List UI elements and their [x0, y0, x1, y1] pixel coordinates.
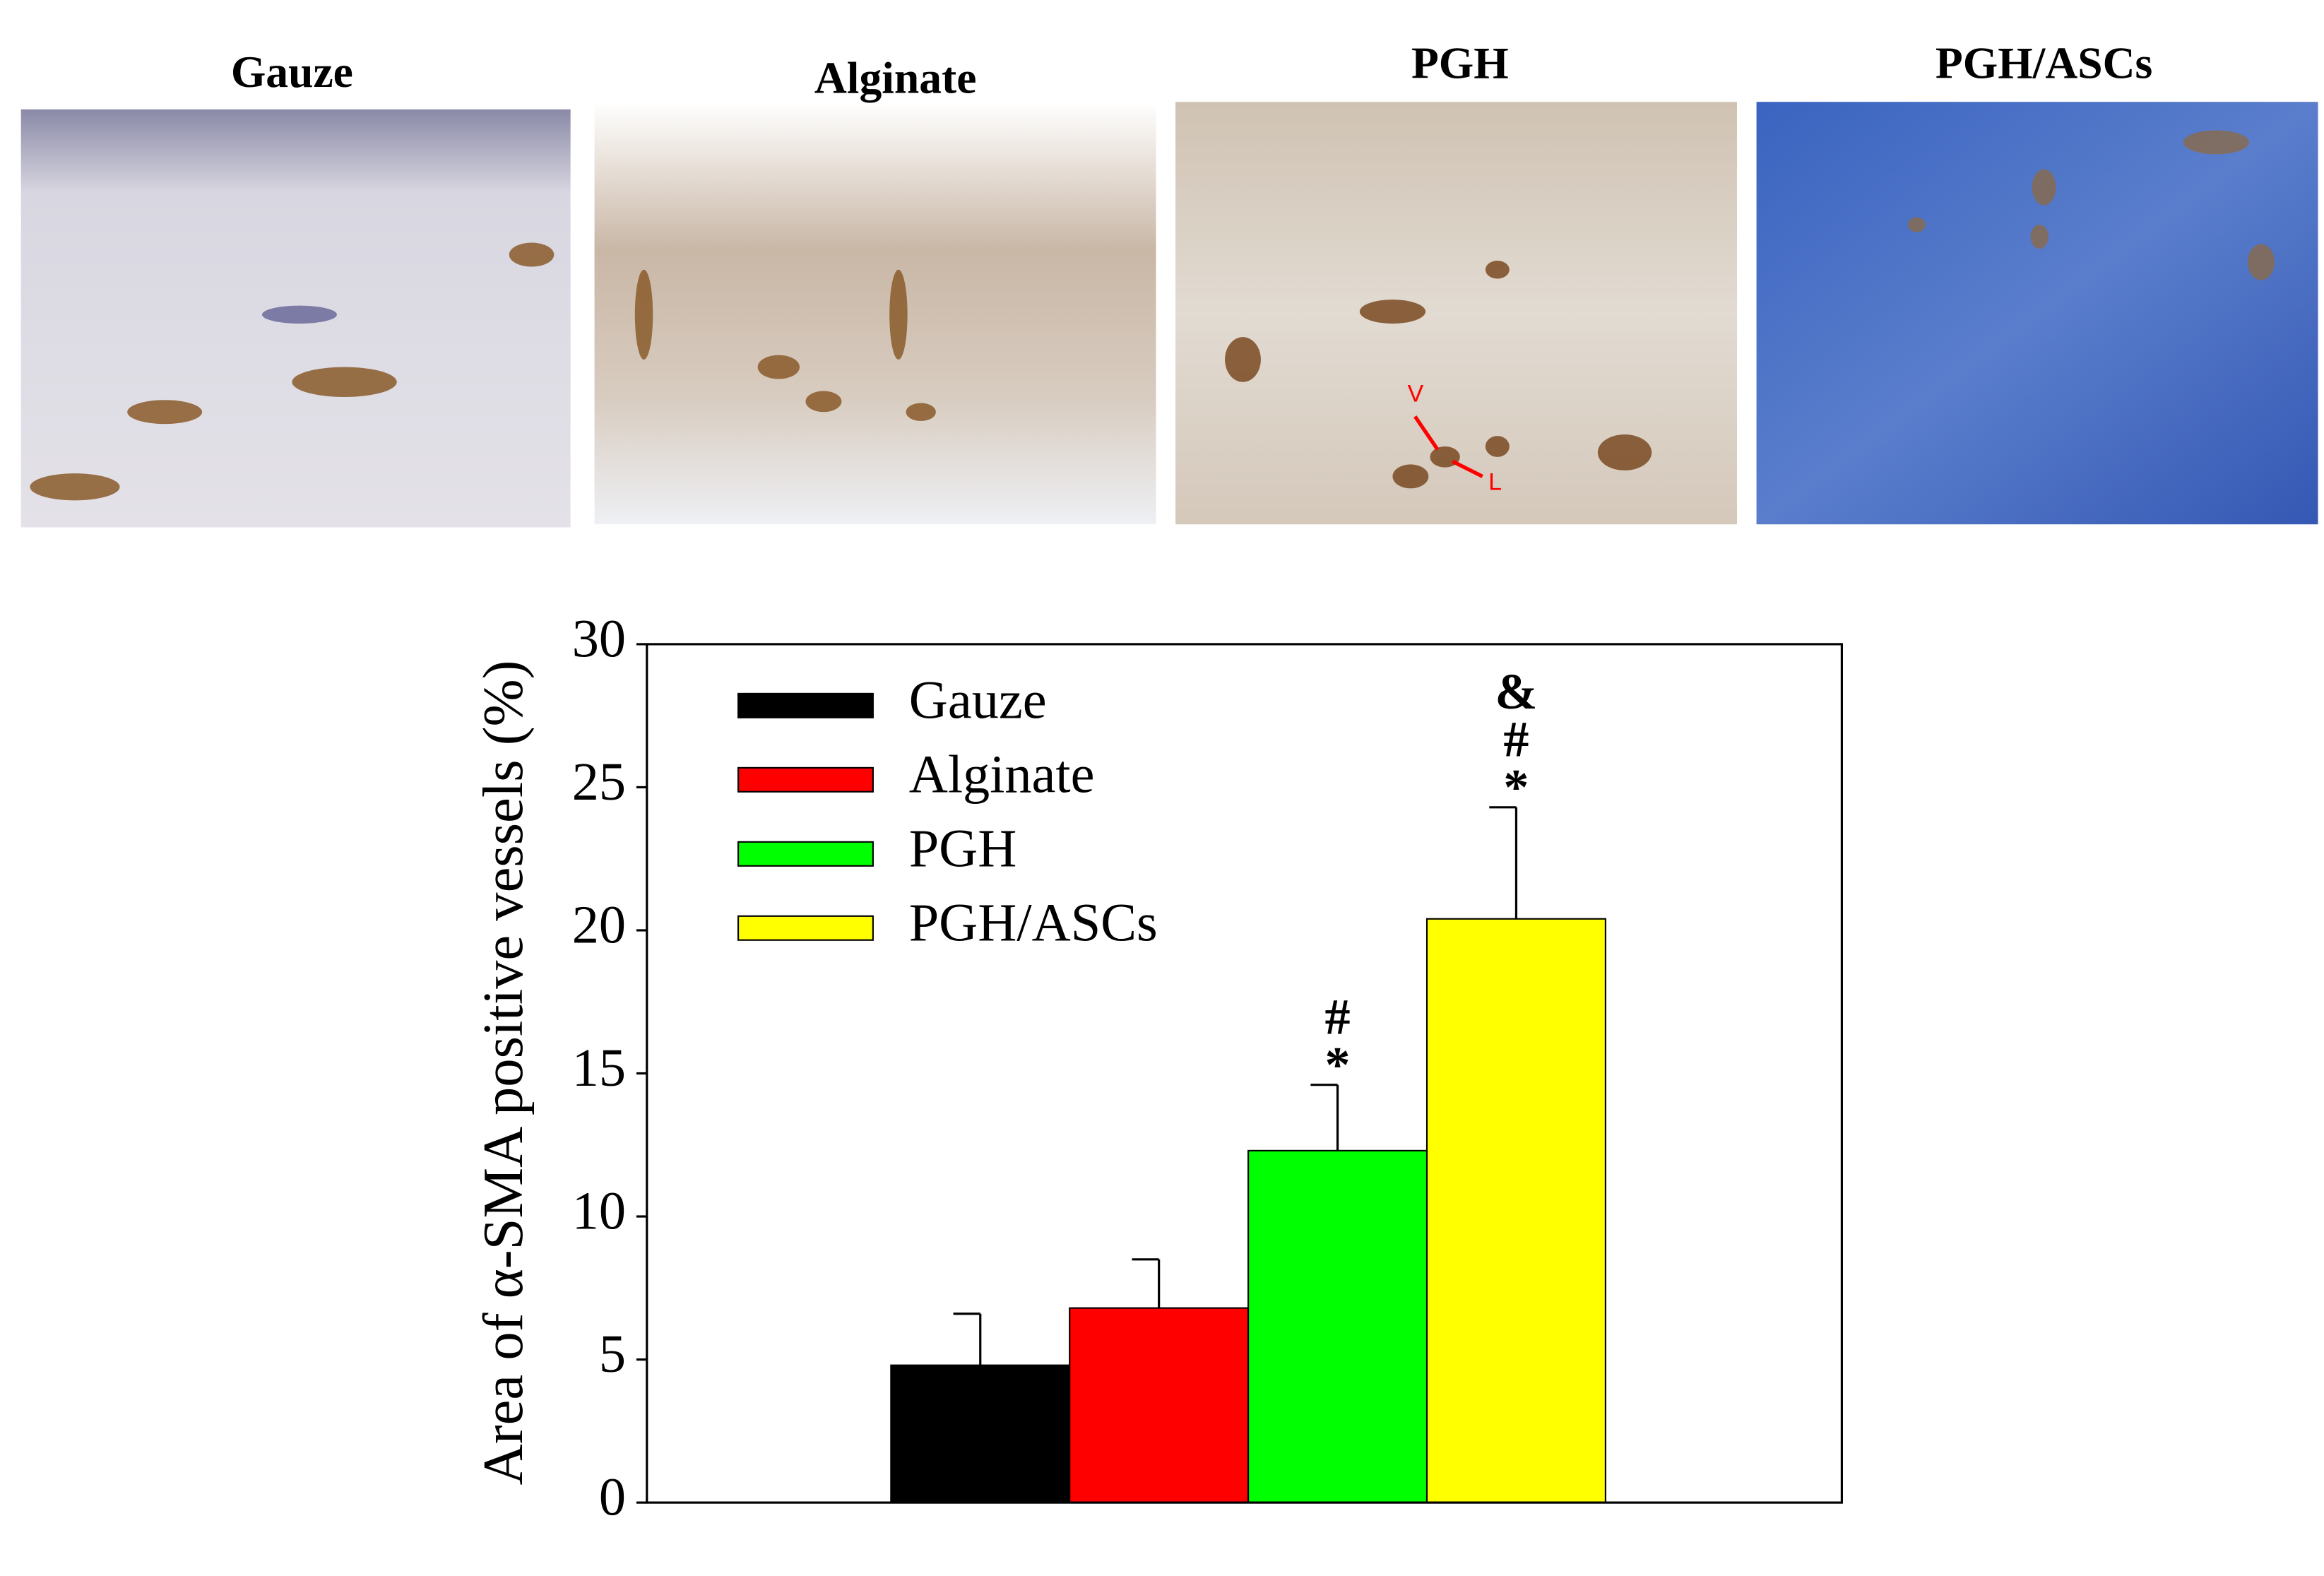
- significance-mark: *: [1503, 759, 1529, 816]
- legend-swatch: [737, 915, 874, 941]
- legend-label: PGH: [909, 818, 1017, 878]
- vessels: [1907, 130, 2275, 280]
- arrow: [1452, 459, 1483, 478]
- vessels: [1225, 261, 1652, 489]
- panel-label: V: [1408, 380, 1424, 407]
- legend-swatch: [737, 692, 874, 718]
- micrograph: [594, 102, 1156, 525]
- vessels: [634, 269, 936, 421]
- bar: [1425, 918, 1606, 1504]
- bar: [1247, 1149, 1428, 1504]
- significance-mark: *: [1325, 1036, 1351, 1093]
- legend-label: PGH/ASCs: [909, 892, 1158, 952]
- bar: [1069, 1307, 1250, 1504]
- y-tick-label: 25: [572, 752, 626, 812]
- panel-title: PGH: [1411, 37, 1509, 88]
- significance-mark: &: [1495, 663, 1537, 720]
- panel-title: Alginate: [814, 52, 977, 102]
- y-tick-label: 5: [599, 1324, 626, 1384]
- y-tick-label: 10: [572, 1181, 626, 1241]
- y-tick-label: 20: [572, 894, 626, 954]
- vessels: [30, 242, 555, 501]
- legend-label: Alginate: [909, 744, 1095, 804]
- arrow: [1413, 415, 1440, 451]
- significance-mark: #: [1325, 989, 1351, 1045]
- y-tick-label: 30: [572, 608, 626, 668]
- legend-swatch: [737, 841, 874, 867]
- panel-title: PGH/ASCs: [1935, 37, 2152, 88]
- y-tick-label: 15: [572, 1038, 626, 1098]
- bar: [890, 1364, 1071, 1504]
- micrographs: V L Gauze Alginate PGH PGH/ASCs: [20, 37, 2318, 528]
- plot-frame: [646, 643, 1843, 1504]
- y-tick-label: 0: [599, 1467, 626, 1527]
- legend-label: Gauze: [909, 670, 1047, 730]
- significance-mark: #: [1503, 711, 1529, 768]
- panel-label: L: [1488, 468, 1502, 495]
- legend-swatch: [737, 766, 874, 793]
- y-axis-label: Area of α-SMA positive vessels (%): [472, 660, 535, 1485]
- panel-title: Gauze: [231, 47, 353, 97]
- micrograph: [1756, 102, 2318, 525]
